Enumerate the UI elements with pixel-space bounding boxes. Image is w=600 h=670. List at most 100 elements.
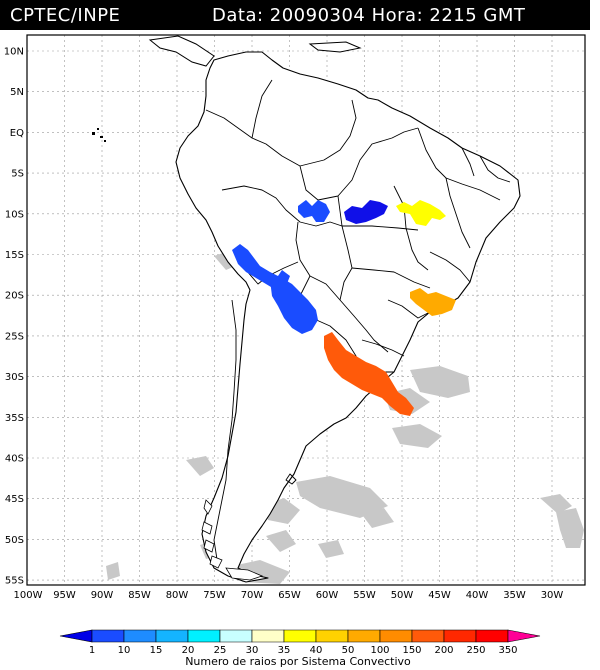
border-line [205,99,357,167]
legend-value-label: 20 [182,645,195,656]
legend-color-cell [411,629,445,643]
legend-value-label: 25 [214,645,227,656]
longitude-label: 90W [91,590,114,601]
border-line [387,299,431,319]
system-amazon-center [344,200,388,224]
latitude-label: 10S [5,209,24,220]
longitude-label: 75W [203,590,226,601]
legend-color-cell [283,629,317,643]
latitude-label: 30S [5,372,24,383]
island [203,499,213,515]
border-line [445,177,471,249]
cloud-patch [556,508,584,548]
cloud-patch [410,366,470,398]
border-line [361,339,405,357]
border-line [295,221,389,353]
legend-value-label: 150 [402,645,421,656]
latitude-label: 50S [5,535,24,546]
latitude-labels: 10N 5N EQ 5S 10S 15S 20S 25S 30S 35S 40S 45S 50S 55S [4,47,24,587]
system-peru-andes [232,244,290,290]
legend-value-label: 100 [370,645,389,656]
map-frame [26,34,586,586]
longitude-label: 35W [503,590,526,601]
longitude-label: 100W [14,590,43,601]
island [209,555,223,569]
color-legend: 1 10 15 20 25 30 35 40 50 100 150 200 250 350 Numero … [59,629,541,668]
cloud-patch [106,562,120,580]
legend-color-cell [155,629,189,643]
convective-systems [232,200,456,416]
legend-value-label: 35 [278,645,291,656]
island [225,567,264,581]
longitude-label: 30W [541,590,564,601]
latitude-label: 20S [5,291,24,302]
org-title: CPTEC/INPE [10,5,121,26]
border-line [393,185,429,271]
date-time-title: Data: 20090304 Hora: 2215 GMT [212,5,526,26]
system-sao-paulo [410,288,456,316]
island [104,140,106,142]
longitude-label: 55W [353,590,376,601]
latitude-label: 15S [5,250,24,261]
legend-value-label: 50 [342,645,355,656]
legend-value-label: 250 [466,645,485,656]
legend-color-cell [507,629,541,643]
latitude-label: EQ [10,128,24,139]
latitude-label: 25S [5,331,24,342]
map-header: CPTEC/INPE Data: 20090304 Hora: 2215 GMT [0,0,590,30]
island [92,132,95,135]
border-line [351,267,431,289]
legend-color-cell [315,629,349,643]
legend-value-label: 10 [118,645,131,656]
island [97,128,99,130]
longitude-label: 95W [53,590,76,601]
legend-color-cell [59,629,93,643]
longitude-label: 70W [241,590,264,601]
latitude-label: 55S [5,576,24,587]
south-america-outline [175,51,521,583]
legend-value-labels: 1 10 15 20 25 30 35 40 50 100 150 200 250 350 [89,645,518,656]
longitude-labels: 100W 95W 90W 85W 80W 75W 70W 65W 60W 55W 50W 45W 40W… [14,590,564,601]
longitude-label: 85W [128,590,151,601]
coastline-fragment [148,35,215,67]
border-line [429,251,471,283]
cloud-patch [392,424,442,448]
cloud-patch [266,530,296,552]
latitude-label: 35S [5,413,24,424]
longitude-label: 80W [166,590,189,601]
system-amazon-west [298,200,330,222]
border-line [461,147,475,177]
cloud-patch [540,494,572,514]
legend-caption: Numero de raios por Sistema Convectivo [185,655,411,668]
legend-color-cell [123,629,157,643]
border-line [221,185,343,227]
longitude-label: 50W [391,590,414,601]
patagonian-archipelago [201,499,264,581]
longitude-label: 45W [428,590,451,601]
cloud-patch [186,456,214,476]
border-line [213,299,237,567]
cloud-patch [360,508,394,528]
legend-color-cell [251,629,285,643]
system-tocantins [396,200,446,226]
latitude-label: 10N [4,47,24,58]
border-line [337,195,353,301]
convective-systems-map: 10N5NEQ5S10S15S20S25S30S35S40S45S50S55S … [4,34,586,601]
island [203,539,215,553]
longitude-label: 65W [278,590,301,601]
legend-value-label: 1 [89,645,95,656]
galapagos-islands [92,128,106,142]
border-line [251,79,273,139]
legend-color-cell [443,629,477,643]
island [201,521,213,535]
legend-color-cell [91,629,125,643]
latitude-label: 45S [5,494,24,505]
legend-color-cell [347,629,381,643]
legend-value-label: 200 [434,645,453,656]
legend-colorbar [59,629,541,643]
legend-value-label: 30 [246,645,259,656]
legend-color-cell [475,629,509,643]
legend-value-label: 350 [498,645,517,656]
border-line [479,155,511,183]
legend-color-cell [379,629,413,643]
